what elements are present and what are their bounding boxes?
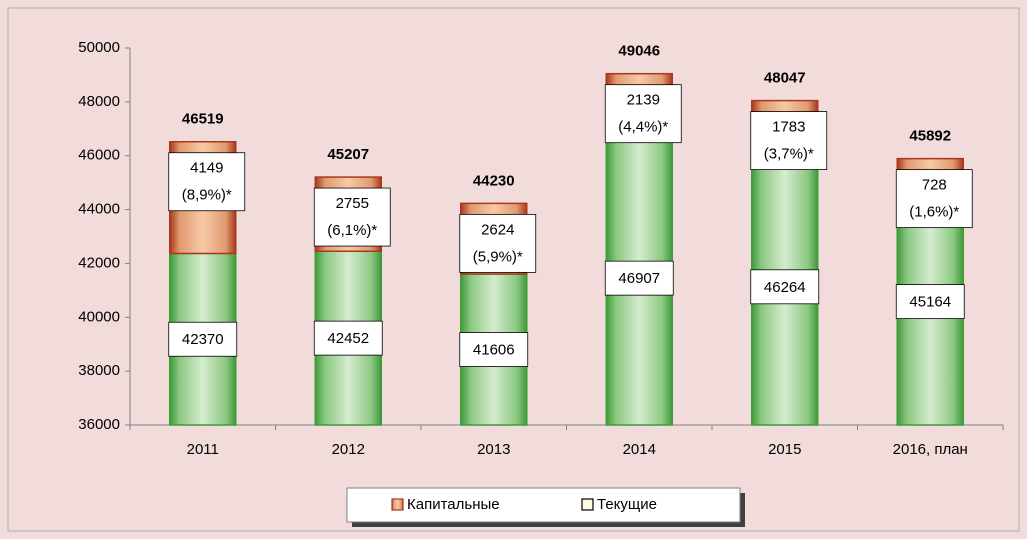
total-label: 45207 xyxy=(327,146,369,163)
value-label: 1783 xyxy=(772,119,805,136)
value-label: 42452 xyxy=(327,330,369,347)
value-label-box xyxy=(459,213,537,273)
value-label: (3,7%)* xyxy=(764,146,814,163)
value-label: 2139 xyxy=(627,92,660,109)
x-tick-label: 2016, план xyxy=(893,441,968,458)
value-label-box xyxy=(604,84,682,144)
value-label-box xyxy=(313,187,391,247)
y-tick-label: 36000 xyxy=(78,416,120,433)
x-tick-label: 2011 xyxy=(187,441,219,458)
value-label: (4,4%)* xyxy=(618,119,668,136)
x-tick-label: 2012 xyxy=(332,441,365,458)
y-tick-label: 48000 xyxy=(78,93,120,110)
value-label: 2755 xyxy=(336,195,369,212)
total-label: 48047 xyxy=(764,70,806,87)
value-label: 46264 xyxy=(764,279,806,296)
value-label: 45164 xyxy=(909,294,951,311)
y-tick-label: 38000 xyxy=(78,362,120,379)
legend xyxy=(346,487,741,523)
value-label: 46907 xyxy=(618,270,660,287)
value-label-box xyxy=(168,152,246,212)
value-label-box xyxy=(750,111,828,170)
y-tick-label: 46000 xyxy=(78,147,120,164)
value-label-box xyxy=(313,320,383,356)
x-tick-label: 2013 xyxy=(477,441,510,458)
value-label-box xyxy=(895,284,965,320)
value-label: (5,9%)* xyxy=(473,248,523,265)
total-label: 46519 xyxy=(182,111,224,128)
x-tick-label: 2014 xyxy=(623,441,656,458)
value-label-box xyxy=(895,169,973,229)
legend-swatch xyxy=(391,498,404,511)
value-label: 42370 xyxy=(182,331,224,348)
legend-label: Текущие xyxy=(597,496,657,513)
value-label-box xyxy=(459,332,529,367)
legend-swatch xyxy=(581,498,594,511)
value-label: (8,9%)* xyxy=(182,187,232,204)
value-label: (6,1%)* xyxy=(327,222,377,239)
value-label-box xyxy=(750,269,820,305)
value-label: 728 xyxy=(922,177,947,194)
value-label: 4149 xyxy=(190,160,223,177)
total-label: 44230 xyxy=(473,172,515,189)
x-tick-label: 2015 xyxy=(768,441,801,458)
y-tick-label: 50000 xyxy=(78,39,120,56)
total-label: 45892 xyxy=(909,128,951,145)
y-tick-label: 42000 xyxy=(78,254,120,271)
value-label-box xyxy=(604,260,674,296)
y-tick-label: 44000 xyxy=(78,201,120,218)
value-label: 2624 xyxy=(481,221,514,238)
legend-label: Капитальные xyxy=(407,496,500,513)
value-label: 41606 xyxy=(473,341,515,358)
value-label: (1,6%)* xyxy=(909,204,959,221)
total-label: 49046 xyxy=(618,43,660,60)
y-tick-label: 40000 xyxy=(78,308,120,325)
value-label-box xyxy=(168,321,238,357)
